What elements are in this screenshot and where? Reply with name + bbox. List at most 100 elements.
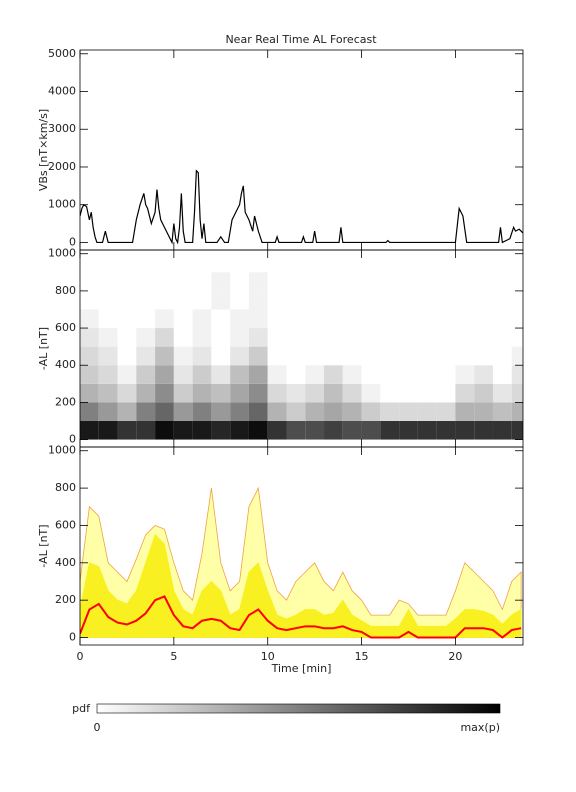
heat-cell [267,383,287,403]
heat-cell [80,346,99,366]
heat-cell [136,402,156,421]
heat-cell [230,383,249,403]
heat-cell [492,272,512,291]
heat-cell [230,402,249,421]
heat-cell [230,420,249,440]
heat-cell [155,290,174,310]
heat-cell [230,290,249,310]
heat-cell [474,309,493,329]
heat-cell [511,365,523,384]
heat-cell [474,346,493,366]
heat-cell [455,290,475,310]
heat-cell [192,272,212,291]
heat-cell [399,365,418,384]
heat-cell [455,346,475,366]
heat-cell [211,328,231,347]
heat-cell [173,365,193,384]
heat-cell [417,290,437,310]
heat-cell [305,328,325,347]
heat-cell [136,309,156,329]
colorbar-label: pdf [72,702,91,715]
heat-cell [305,365,325,384]
heat-cell [117,402,137,421]
heat-cell [511,309,523,329]
y-tick-label: 1000 [48,247,76,260]
heat-cell [267,309,287,329]
y-tick-label: 600 [55,321,76,334]
heat-cell [305,383,325,403]
heat-cell [436,272,456,291]
heat-cell [173,383,193,403]
heat-cell [192,420,212,440]
heat-cell [399,328,418,347]
heat-cell [342,290,362,310]
figure-title: Near Real Time AL Forecast [225,33,377,46]
heat-cell [342,272,362,291]
heat-cell [324,290,343,310]
heat-cell [136,420,156,440]
heat-cell [436,420,456,440]
heat-cell [455,383,475,403]
heat-cell [361,383,381,403]
heat-cell [492,402,512,421]
heat-cell [248,383,268,403]
heat-cell [155,365,174,384]
heat-cell [286,272,306,291]
heat-cell [305,290,325,310]
colorbar-max: max(p) [460,721,500,734]
heat-cell [117,309,137,329]
heat-cell [248,346,268,366]
heat-cell [399,290,418,310]
heat-cell [248,272,268,291]
heat-cell [80,328,99,347]
heat-cell [211,420,231,440]
heat-cell [211,346,231,366]
heat-cell [286,328,306,347]
heat-cell [248,328,268,347]
colorbar [96,703,501,714]
y-tick-label: 800 [55,284,76,297]
heat-cell [155,383,174,403]
heat-cell [342,420,362,440]
heat-cell [286,346,306,366]
heat-cell [417,346,437,366]
heat-cell [324,346,343,366]
heat-cell [286,290,306,310]
y-tick-label: 3000 [48,122,76,135]
heat-cell [511,272,523,291]
heat-cell [173,272,193,291]
heat-cell [211,402,231,421]
heat-cell [305,272,325,291]
heat-cell [511,346,523,366]
heat-cell [80,290,99,310]
heat-cell [436,365,456,384]
heat-cell [248,309,268,329]
heat-cell [173,402,193,421]
y-tick-label: 600 [55,518,76,531]
heat-cell [117,272,137,291]
heat-cell [361,346,381,366]
x-tick-label: 15 [355,650,369,663]
plot-area [80,169,523,245]
y-tick-label: 0 [69,235,76,248]
heat-cell [286,420,306,440]
heat-cell [380,272,400,291]
heat-cell [248,365,268,384]
heat-cell [380,290,400,310]
heat-cell [324,365,343,384]
heat-cell [474,272,493,291]
heat-cell [474,383,493,403]
heat-cell [98,365,118,384]
y-tick-label: 0 [69,631,76,644]
heat-cell [192,309,212,329]
heat-cell [80,383,99,403]
heat-cell [286,383,306,403]
heat-cell [230,309,249,329]
heat-cell [248,290,268,310]
heat-cell [267,272,287,291]
heat-cell [324,272,343,291]
heat-cell [192,290,212,310]
heat-cell [417,420,437,440]
heat-cell [136,272,156,291]
heat-cell [342,346,362,366]
